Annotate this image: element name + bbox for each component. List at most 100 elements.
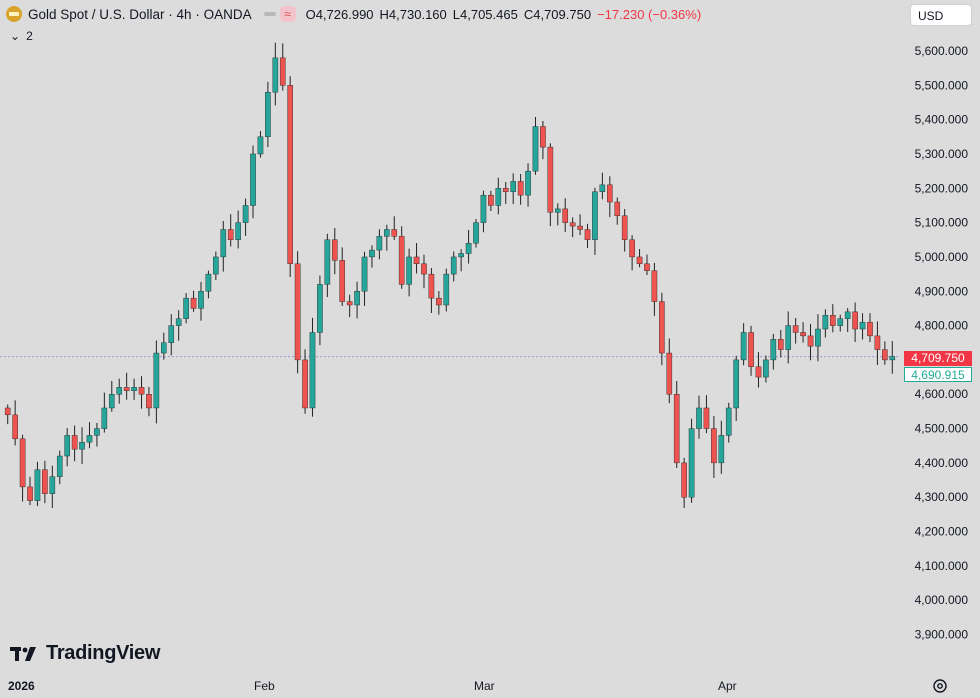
candle-body — [800, 332, 806, 337]
candle-body — [428, 273, 435, 299]
candle-body — [488, 194, 494, 206]
candle-body — [175, 318, 182, 326]
candle-body — [785, 325, 792, 350]
wave-icon: ≈ — [279, 6, 296, 22]
close-value: C4,709.750 — [523, 6, 592, 22]
candle-body — [213, 256, 219, 275]
candle-body — [49, 476, 56, 494]
candle-body — [294, 263, 301, 361]
y-tick-label: 3,900.000 — [915, 628, 969, 642]
candle-body — [287, 85, 293, 265]
high-value: H4,730.160 — [379, 6, 447, 22]
candle-body — [599, 184, 606, 192]
candle-body — [86, 435, 93, 443]
candle-body — [882, 349, 888, 361]
candle-body — [830, 315, 836, 326]
candle-body — [279, 57, 286, 86]
candle-body — [592, 191, 598, 240]
candle-body — [257, 136, 264, 155]
indicators-toggle[interactable]: ⌄ 2 — [10, 28, 33, 44]
candle-body — [168, 325, 175, 343]
candle-body — [369, 249, 375, 258]
candle-body — [607, 184, 613, 203]
candle-body — [681, 462, 687, 498]
candle-body — [562, 208, 569, 223]
y-tick-label: 5,000.000 — [915, 250, 969, 264]
symbol-title[interactable]: Gold Spot / U.S. Dollar · 4h · OANDA — [28, 6, 252, 22]
currency-button[interactable]: USD — [910, 4, 972, 26]
gear-icon[interactable] — [932, 678, 948, 694]
candle-body — [27, 486, 33, 501]
candle-body — [659, 301, 665, 354]
candle-body — [302, 359, 308, 409]
candle-body — [532, 126, 539, 172]
candle-body — [614, 201, 621, 216]
x-tick-label: Feb — [254, 679, 275, 693]
candle-body — [406, 256, 412, 285]
candle-body — [205, 273, 212, 292]
candle-body — [510, 181, 516, 192]
candle-body — [79, 442, 85, 450]
candle-body — [19, 438, 26, 488]
candle-body — [421, 263, 427, 275]
candle-body — [815, 328, 821, 347]
candle-body — [844, 311, 851, 319]
candle-body — [34, 469, 41, 501]
candle-body — [265, 91, 271, 138]
candle-body — [220, 229, 227, 258]
candle-body — [792, 325, 799, 333]
candle-body — [874, 335, 881, 350]
candle-body — [859, 321, 866, 330]
candle-body — [621, 215, 628, 240]
y-tick-label: 4,200.000 — [915, 525, 969, 539]
indicator-pill[interactable]: ≈ — [263, 6, 296, 22]
candle-body — [235, 222, 241, 240]
candle-body — [42, 469, 48, 494]
candle-body — [547, 146, 554, 213]
candle-body — [577, 225, 583, 230]
candle-body — [554, 208, 561, 213]
candle-body — [867, 321, 873, 337]
candle-body — [183, 297, 189, 319]
candle-body — [725, 407, 732, 436]
candle-body — [309, 332, 316, 409]
chevron-down-icon: ⌄ — [10, 29, 21, 43]
candle-body — [153, 352, 160, 409]
x-tick-label: Apr — [718, 679, 737, 693]
tradingview-logo-icon — [10, 646, 36, 661]
candle-body — [889, 356, 896, 361]
y-tick-label: 5,300.000 — [915, 147, 969, 161]
y-tick-label: 4,300.000 — [915, 490, 969, 504]
candle-body — [250, 153, 256, 206]
candle-body — [131, 387, 137, 392]
candle-body — [636, 256, 643, 265]
candle-body — [272, 57, 279, 93]
candle-body — [138, 387, 145, 395]
y-tick-label: 4,900.000 — [915, 284, 969, 298]
tradingview-branding[interactable]: TradingView — [10, 642, 160, 665]
candle-body — [770, 339, 777, 361]
y-tick-label: 4,000.000 — [915, 593, 969, 607]
candle-body — [629, 239, 635, 258]
candle-body — [525, 170, 531, 196]
tradingview-wordmark: TradingView — [46, 642, 161, 664]
y-tick-label: 4,800.000 — [915, 319, 969, 333]
candle-body — [227, 229, 234, 240]
y-tick-label: 5,500.000 — [915, 78, 969, 92]
candle-body — [696, 407, 702, 429]
candle-body — [495, 188, 502, 206]
candle-body — [324, 239, 331, 285]
candle-body — [763, 359, 769, 378]
candle-body — [733, 359, 739, 409]
candle-body — [688, 428, 695, 498]
candle-body — [450, 256, 457, 275]
candle-body — [242, 205, 249, 223]
low-value: L4,705.465 — [452, 6, 518, 22]
secondary-price-tag: 4,690.915 — [904, 367, 972, 382]
candle-body — [101, 407, 108, 429]
candle-body — [480, 194, 487, 223]
candle-body — [12, 414, 18, 440]
candle-body — [413, 256, 420, 265]
candle-body — [458, 253, 464, 258]
